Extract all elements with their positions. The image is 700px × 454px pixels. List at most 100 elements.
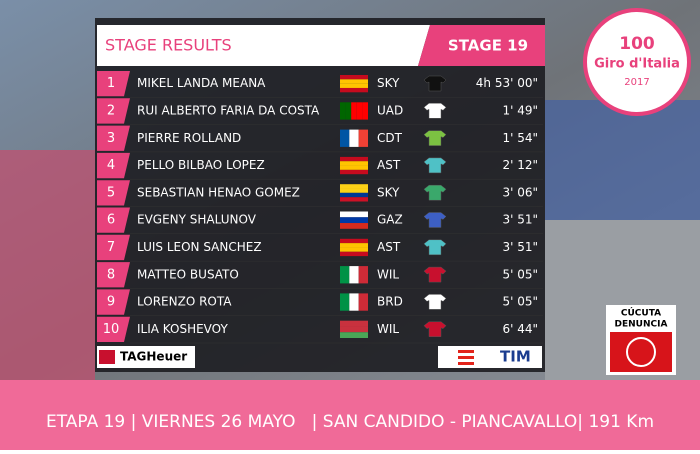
rank: 7	[107, 240, 115, 255]
flag-stripe	[340, 87, 368, 93]
time-gap: 6' 44"	[502, 322, 538, 336]
rider-name: PIERRE ROLLAND	[137, 131, 241, 145]
header-right	[418, 25, 545, 66]
flag-stripe	[340, 192, 368, 198]
logo-circle	[583, 8, 691, 116]
header-title: STAGE RESULTS	[105, 36, 232, 55]
rank-box	[97, 125, 130, 151]
barrier-left	[0, 150, 95, 380]
team-jersey	[423, 212, 447, 228]
time-gap: 3' 06"	[502, 185, 538, 199]
team-code: AST	[377, 240, 401, 254]
team-jersey	[423, 75, 447, 92]
rank-box	[97, 234, 130, 261]
rider-name: EVGENY SHALUNOV	[137, 213, 257, 227]
footer-text: ETAPA 19 | VIERNES 26 MAYO | SAN CANDIDO…	[46, 412, 654, 432]
flag-stripe	[340, 223, 368, 229]
time-gap: 4h 53' 00"	[476, 76, 538, 90]
team-code: SKY	[377, 185, 400, 199]
team-jersey	[423, 321, 447, 337]
logo-name: Giro d'Italia	[594, 57, 680, 72]
flag-stripe	[349, 129, 359, 147]
flag-stripe	[351, 102, 357, 120]
flag-stripe	[340, 326, 368, 333]
rank-box	[97, 180, 130, 206]
header-stage: STAGE 19	[448, 37, 528, 55]
badge-hand	[626, 337, 656, 367]
flag-stripe	[340, 293, 350, 311]
results-board	[95, 18, 545, 372]
time-gap: 3' 51"	[502, 240, 538, 254]
rider-name: ILIA KOSHEVOY	[137, 322, 228, 336]
flag-stripe	[340, 129, 350, 147]
rank-box	[97, 207, 130, 233]
flag-stripe	[340, 184, 368, 189]
rank: 4	[107, 158, 115, 173]
time-gap: 5' 05"	[502, 267, 538, 281]
rank: 9	[107, 295, 115, 310]
tim-mark	[458, 362, 474, 365]
flag-stripe	[340, 169, 368, 175]
team-code: BRD	[377, 295, 403, 309]
time-gap: 1' 54"	[502, 131, 538, 145]
flag-stripe	[340, 79, 368, 84]
team-code: SKY	[377, 76, 400, 90]
team-code: WIL	[377, 267, 399, 281]
team-jersey	[423, 294, 447, 310]
sponsor-left: TAGHeuer	[120, 350, 187, 364]
rank-box	[97, 289, 130, 315]
flag-stripe	[340, 217, 368, 224]
team-code: WIL	[377, 322, 399, 336]
flag-stripe	[356, 102, 363, 120]
team-code: UAD	[377, 103, 403, 117]
flag-stripe	[340, 332, 368, 338]
flag-stripe	[340, 75, 368, 80]
flag-stripe	[340, 102, 346, 120]
team-jersey	[423, 130, 447, 146]
team-jersey	[423, 184, 447, 201]
rank-box	[97, 152, 130, 179]
flag-stripe	[340, 188, 368, 193]
flag-stripe	[358, 293, 368, 311]
team-code: CDT	[377, 131, 403, 145]
rider-name: MIKEL LANDA MEANA	[137, 76, 266, 90]
rider-name: LORENZO ROTA	[137, 295, 232, 309]
footer-band	[0, 380, 700, 450]
rank: 1	[107, 76, 115, 91]
flag-stripe	[362, 102, 368, 120]
rider-name: LUIS LEON SANCHEZ	[137, 240, 262, 254]
rank: 3	[107, 131, 115, 146]
team-jersey	[423, 103, 447, 119]
badge-line2: DENUNCIA	[615, 320, 668, 330]
rank: 10	[103, 322, 120, 337]
team-jersey	[423, 239, 447, 256]
rank-box	[97, 262, 130, 288]
sponsor-right: TIM	[500, 348, 531, 366]
flag-stripe	[340, 165, 368, 170]
time-gap: 1' 49"	[502, 103, 538, 117]
team-code: AST	[377, 158, 401, 172]
logo-anniversary: 100	[619, 34, 655, 54]
rider-name: RUI ALBERTO FARIA DA COSTA	[137, 103, 320, 117]
rank-box	[97, 98, 130, 124]
rider-name: MATTEO BUSATO	[137, 267, 239, 281]
tim-mark	[458, 356, 474, 359]
rank-box	[97, 71, 130, 97]
rank: 6	[107, 213, 115, 228]
tim-mark	[458, 350, 474, 353]
time-gap: 3' 51"	[502, 213, 538, 227]
tag-shield	[99, 350, 115, 364]
logo-year: 2017	[624, 77, 649, 88]
flag-stripe	[340, 83, 368, 88]
time-gap: 5' 05"	[502, 295, 538, 309]
flag-stripe	[340, 156, 368, 162]
flag-stripe	[340, 197, 368, 202]
flag-stripe	[345, 102, 352, 120]
rank: 8	[107, 267, 115, 282]
rank-box	[97, 316, 130, 342]
flag-stripe	[340, 238, 368, 244]
flag-stripe	[349, 293, 359, 311]
flag-stripe	[349, 266, 359, 284]
rider-name: SEBASTIAN HENAO GOMEZ	[137, 185, 300, 199]
